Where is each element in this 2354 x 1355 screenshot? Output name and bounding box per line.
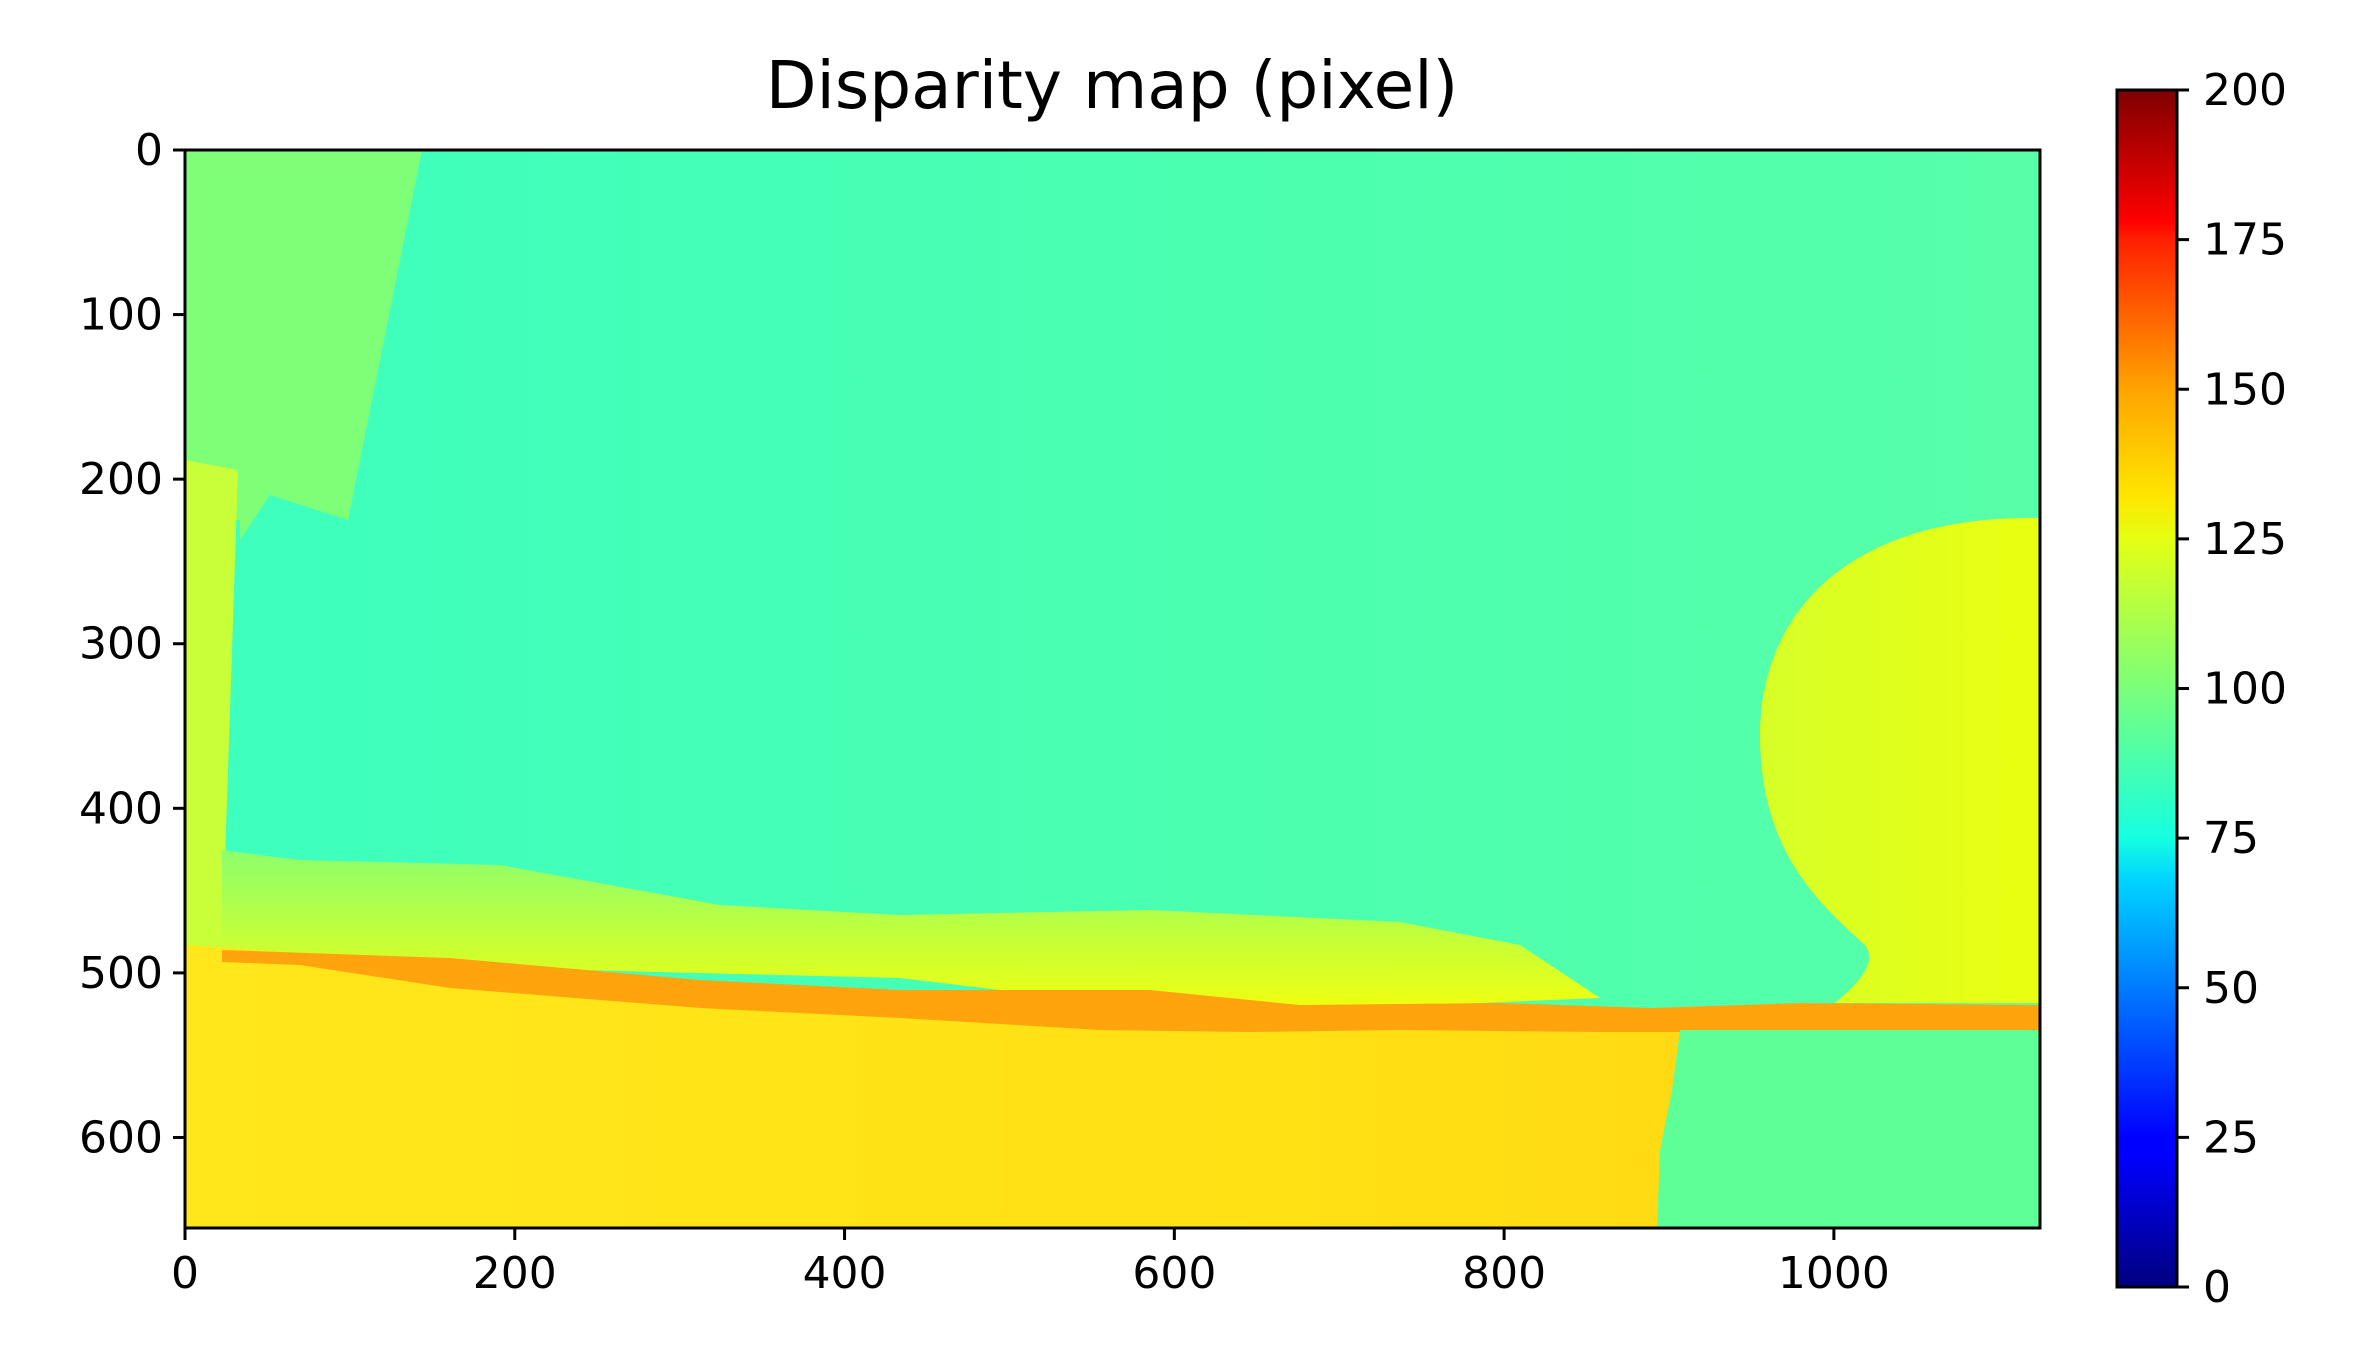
x-tick-label: 1000 [1778, 1248, 1890, 1299]
y-tick-label: 300 [79, 619, 163, 670]
y-tick-label: 200 [79, 454, 163, 505]
y-tick-label: 100 [79, 290, 163, 341]
colorbar-tick-label: 50 [2203, 963, 2259, 1014]
x-tick-label: 600 [1132, 1248, 1216, 1299]
colorbar-tick-label: 125 [2203, 514, 2287, 565]
disparity-image [185, 150, 2040, 1228]
colorbar-tick-label: 150 [2203, 364, 2287, 415]
horizon-edge [222, 950, 2040, 1032]
x-axis: 0 200 400 600 800 1000 [171, 1228, 1890, 1299]
y-tick-label: 500 [79, 948, 163, 999]
sky-left-wedge [185, 150, 422, 540]
x-tick-label: 0 [171, 1248, 199, 1299]
x-tick-label: 200 [473, 1248, 557, 1299]
colorbar-tick-label: 200 [2203, 65, 2287, 116]
colorbar [2115, 88, 2179, 1289]
colorbar-tick-label: 25 [2203, 1112, 2259, 1163]
colorbar-tick-label: 75 [2203, 813, 2259, 864]
y-axis: 0 100 200 300 400 500 600 [79, 125, 185, 1163]
axes-frame [183, 148, 2042, 1230]
x-tick-label: 800 [1462, 1248, 1546, 1299]
far-ground-right [1657, 1030, 2040, 1228]
chart-title: Disparity map (pixel) [766, 47, 1459, 124]
y-tick-label: 400 [79, 783, 163, 834]
y-tick-label: 600 [79, 1112, 163, 1163]
y-tick-label: 0 [135, 125, 163, 176]
sphere-region [1759, 517, 2040, 1003]
x-tick-label: 400 [803, 1248, 887, 1299]
left-edge-strip [185, 460, 238, 950]
colorbar-axis: 0 25 50 75 100 125 150 175 200 [2177, 65, 2287, 1313]
colorbar-tick-label: 100 [2203, 664, 2287, 715]
colorbar-tick-label: 0 [2203, 1262, 2231, 1313]
colorbar-tick-label: 175 [2203, 215, 2287, 266]
